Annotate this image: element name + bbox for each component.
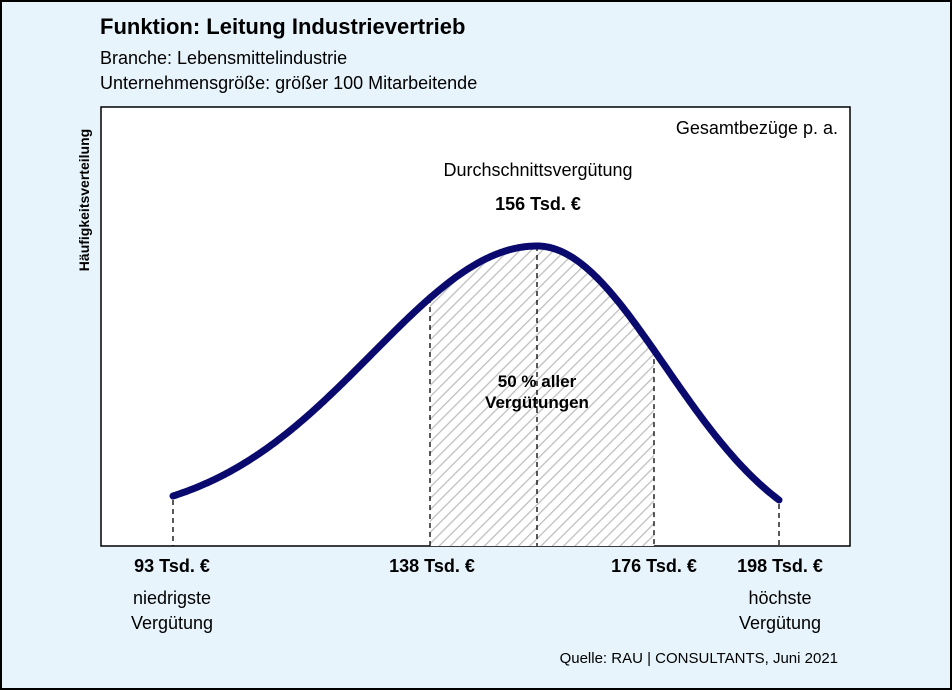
metric-label: Gesamtbezüge p. a. — [675, 118, 838, 138]
average-value: 156 Tsd. € — [495, 194, 581, 214]
interquartile-area — [430, 246, 654, 546]
chart-title: Funktion: Leitung Industrievertrieb — [100, 14, 466, 39]
marker-value-q1: 138 Tsd. € — [389, 556, 475, 576]
marker-value-max: 198 Tsd. € — [737, 556, 823, 576]
average-label: Durchschnittsvergütung — [443, 160, 633, 180]
branch-subtitle: Branche: Lebensmittelindustrie — [100, 48, 348, 68]
marker-desc-max: höchste Vergütung — [738, 588, 822, 633]
middle-share-label: 50 % aller Vergütungen — [485, 372, 589, 412]
marker-value-min: 93 Tsd. € — [134, 556, 210, 576]
marker-desc-min: niedrigste Vergütung — [130, 588, 214, 633]
company-size-subtitle: Unternehmensgröße: größer 100 Mitarbeite… — [100, 73, 478, 93]
source-note: Quelle: RAU | CONSULTANTS, Juni 2021 — [559, 650, 838, 667]
marker-value-q3: 176 Tsd. € — [611, 556, 697, 576]
distribution-curve — [169, 242, 783, 504]
chart-marks — [169, 242, 783, 546]
